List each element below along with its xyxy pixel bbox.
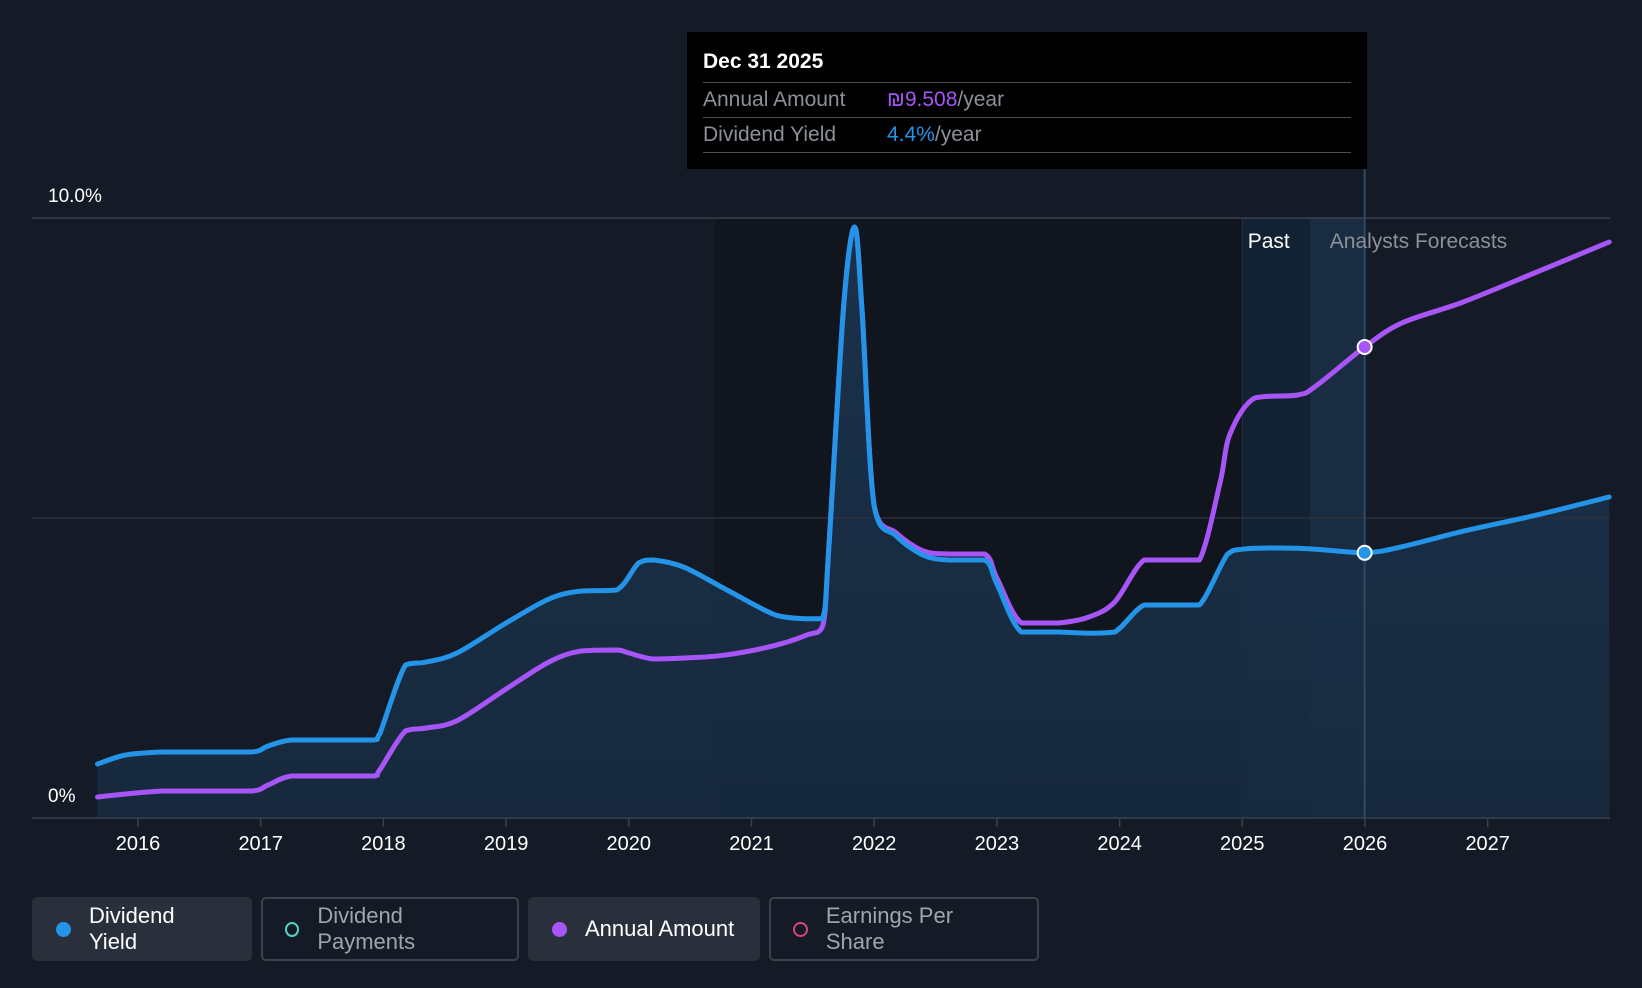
past-region-label: Past bbox=[1248, 230, 1290, 253]
chart-legend: Dividend Yield Dividend Payments Annual … bbox=[32, 897, 1039, 961]
tooltip-dividend-yield-label: Dividend Yield bbox=[703, 123, 837, 146]
tooltip-row-dividend-yield: Dividend Yield 4.4%/year bbox=[703, 117, 1351, 153]
x-axis-ticks: 2016 2017 2018 2019 2020 2021 2022 2023 2024 2025… bbox=[116, 818, 1510, 855]
annual-amount-dot-icon bbox=[552, 921, 567, 937]
legend-dividend-yield-button[interactable]: Dividend Yield bbox=[32, 897, 252, 961]
annual-amount-highlight-point[interactable] bbox=[1356, 339, 1373, 355]
legend-annual-amount-label: Annual Amount bbox=[585, 916, 735, 941]
x-tick-label: 2022 bbox=[852, 833, 897, 855]
x-tick-label: 2027 bbox=[1465, 833, 1510, 855]
x-tick-label: 2021 bbox=[729, 833, 774, 855]
tooltip-annual-amount-unit: /year bbox=[957, 88, 1005, 111]
tooltip-row-annual-amount: Annual Amount ₪9.508/year bbox=[703, 82, 1351, 117]
dividend-yield-dot-icon bbox=[56, 921, 71, 937]
y-axis-label-bottom: 0% bbox=[48, 786, 76, 807]
x-tick-label: 2026 bbox=[1343, 833, 1388, 855]
legend-dividend-payments-label: Dividend Payments bbox=[317, 903, 416, 954]
legend-earnings-per-share-label: Earnings Per Share bbox=[825, 903, 954, 954]
x-tick-label: 2024 bbox=[1097, 833, 1142, 855]
x-tick-label: 2016 bbox=[116, 833, 161, 855]
x-tick-label: 2020 bbox=[607, 833, 652, 855]
tooltip-dividend-yield-value: 4.4% bbox=[887, 123, 935, 146]
x-tick-label: 2019 bbox=[484, 833, 529, 855]
legend-annual-amount-button[interactable]: Annual Amount bbox=[528, 897, 760, 961]
dividend-yield-highlight-point[interactable] bbox=[1356, 544, 1373, 561]
y-axis-label-top: 10.0% bbox=[48, 186, 102, 207]
chart-tooltip: Dec 31 2025 Annual Amount ₪9.508/year Di… bbox=[687, 32, 1367, 169]
x-tick-label: 2025 bbox=[1220, 833, 1265, 855]
x-tick-label: 2018 bbox=[361, 833, 406, 855]
x-tick-label: 2023 bbox=[975, 833, 1020, 855]
tooltip-date: Dec 31 2025 bbox=[703, 50, 824, 73]
dividend-yield-line bbox=[95, 224, 1612, 767]
tooltip-annual-amount-label: Annual Amount bbox=[703, 88, 846, 111]
earnings-per-share-ring-icon bbox=[793, 921, 808, 937]
legend-dividend-yield-label: Dividend Yield bbox=[88, 903, 175, 954]
dividend-yield-area bbox=[97, 227, 1610, 818]
legend-earnings-per-share-button[interactable]: Earnings Per Share bbox=[769, 897, 1039, 961]
dividend-payments-ring-icon bbox=[285, 921, 300, 937]
x-tick-label: 2017 bbox=[238, 833, 283, 855]
legend-dividend-payments-button[interactable]: Dividend Payments bbox=[261, 897, 519, 961]
tooltip-dividend-yield-unit: /year bbox=[934, 123, 982, 146]
tooltip-annual-amount-value: ₪9.508 bbox=[887, 88, 958, 111]
forecast-region-label: Analysts Forecasts bbox=[1330, 230, 1507, 253]
